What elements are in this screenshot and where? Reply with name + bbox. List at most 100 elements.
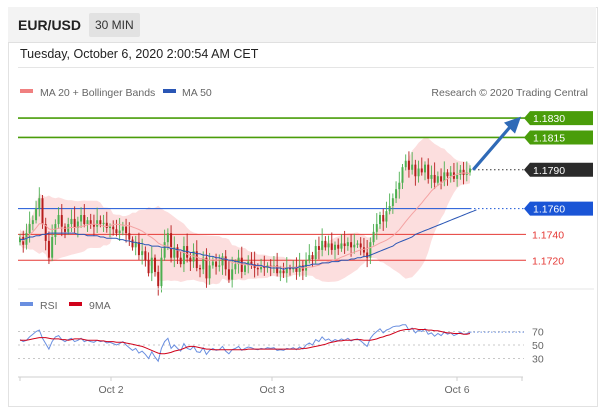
candle-body	[311, 255, 314, 259]
candle	[157, 265, 160, 296]
chart-panel	[8, 7, 598, 407]
candle-body	[131, 239, 134, 248]
candle-body	[385, 211, 388, 222]
candle	[131, 236, 134, 251]
candle	[375, 213, 378, 240]
candle-body	[346, 242, 349, 247]
candle	[64, 223, 66, 239]
candle	[433, 162, 436, 190]
candle	[182, 236, 185, 273]
candle-body	[57, 215, 60, 225]
candle	[404, 154, 407, 171]
level-tag-1.1760	[524, 201, 593, 216]
candle-body	[411, 164, 414, 170]
credit-text: Research © 2020 Trading Central	[431, 87, 588, 99]
candle	[89, 213, 92, 229]
candle	[51, 224, 54, 261]
candle	[54, 219, 57, 245]
candle	[170, 225, 173, 263]
candle	[446, 169, 449, 186]
candle-body	[80, 215, 83, 222]
candle-body	[89, 220, 92, 225]
candle	[372, 223, 375, 246]
candle-body	[166, 233, 169, 243]
candle-body	[224, 256, 227, 270]
candle-body	[70, 218, 73, 225]
candle-body	[356, 243, 359, 245]
ma50-legend-swatch	[163, 89, 176, 93]
candle-body	[350, 242, 353, 248]
candle	[469, 165, 471, 176]
candle	[60, 204, 63, 237]
level-tag-1.1790	[524, 162, 593, 177]
candle-body	[250, 261, 253, 265]
candle-body	[430, 174, 433, 179]
candle-body	[382, 215, 385, 222]
candle	[407, 151, 410, 178]
candle-body	[73, 218, 76, 228]
rsi-legend-label: RSI	[40, 300, 58, 312]
candle	[314, 239, 317, 264]
candle-body	[420, 168, 423, 173]
x-tick-label: Oct 3	[259, 384, 284, 396]
candle	[420, 157, 423, 176]
candle	[150, 246, 153, 282]
candle	[186, 233, 189, 263]
candle	[411, 152, 414, 175]
candle-body	[334, 244, 336, 250]
candle-body	[218, 265, 221, 267]
candle-body	[436, 176, 439, 183]
candle-body	[308, 255, 311, 261]
timeframe-button[interactable]: 30 MIN	[89, 13, 140, 37]
level-label-1.1760: 1.1760	[533, 204, 565, 216]
candle-body	[417, 168, 420, 177]
candle	[308, 244, 311, 264]
candle-body	[317, 246, 320, 250]
candle-body	[462, 169, 465, 175]
rsi-ma9-line	[20, 328, 471, 355]
candle-body	[28, 224, 31, 234]
candle-body	[195, 251, 198, 269]
candle-body	[407, 160, 410, 170]
candle	[41, 195, 44, 229]
rsi-legend-swatch	[20, 302, 33, 306]
candle-body	[295, 266, 298, 272]
candle	[359, 237, 362, 256]
candle-body	[372, 231, 375, 243]
candle-body	[256, 268, 259, 270]
candle-body	[147, 260, 150, 274]
candle	[195, 240, 198, 272]
candle-body	[314, 246, 317, 259]
candle	[80, 207, 83, 228]
candle-body	[456, 174, 459, 179]
candle	[324, 236, 327, 251]
candle-body	[35, 208, 38, 221]
candle-body	[109, 226, 111, 228]
candle	[96, 207, 99, 233]
candle-body	[163, 242, 166, 258]
level-tag-1.1815	[524, 130, 593, 145]
level-lines	[18, 117, 526, 261]
candle	[285, 257, 288, 283]
candle	[276, 252, 279, 277]
candle	[343, 230, 346, 254]
candle-body	[47, 240, 50, 258]
x-axis: Oct 2 Oct 3 Oct 6	[19, 377, 523, 396]
candle-body	[234, 264, 237, 270]
candle	[424, 161, 426, 181]
candle	[160, 248, 163, 293]
forecast-arrow-head	[504, 116, 521, 134]
candle	[382, 208, 385, 231]
candle	[137, 232, 140, 260]
candle	[221, 253, 224, 275]
candle-body	[125, 226, 128, 234]
candle-body	[391, 198, 394, 206]
candle	[362, 237, 365, 258]
candle	[176, 244, 179, 265]
candle	[317, 236, 320, 260]
candle	[224, 250, 227, 276]
candle	[144, 246, 147, 267]
candle-body	[141, 251, 144, 256]
